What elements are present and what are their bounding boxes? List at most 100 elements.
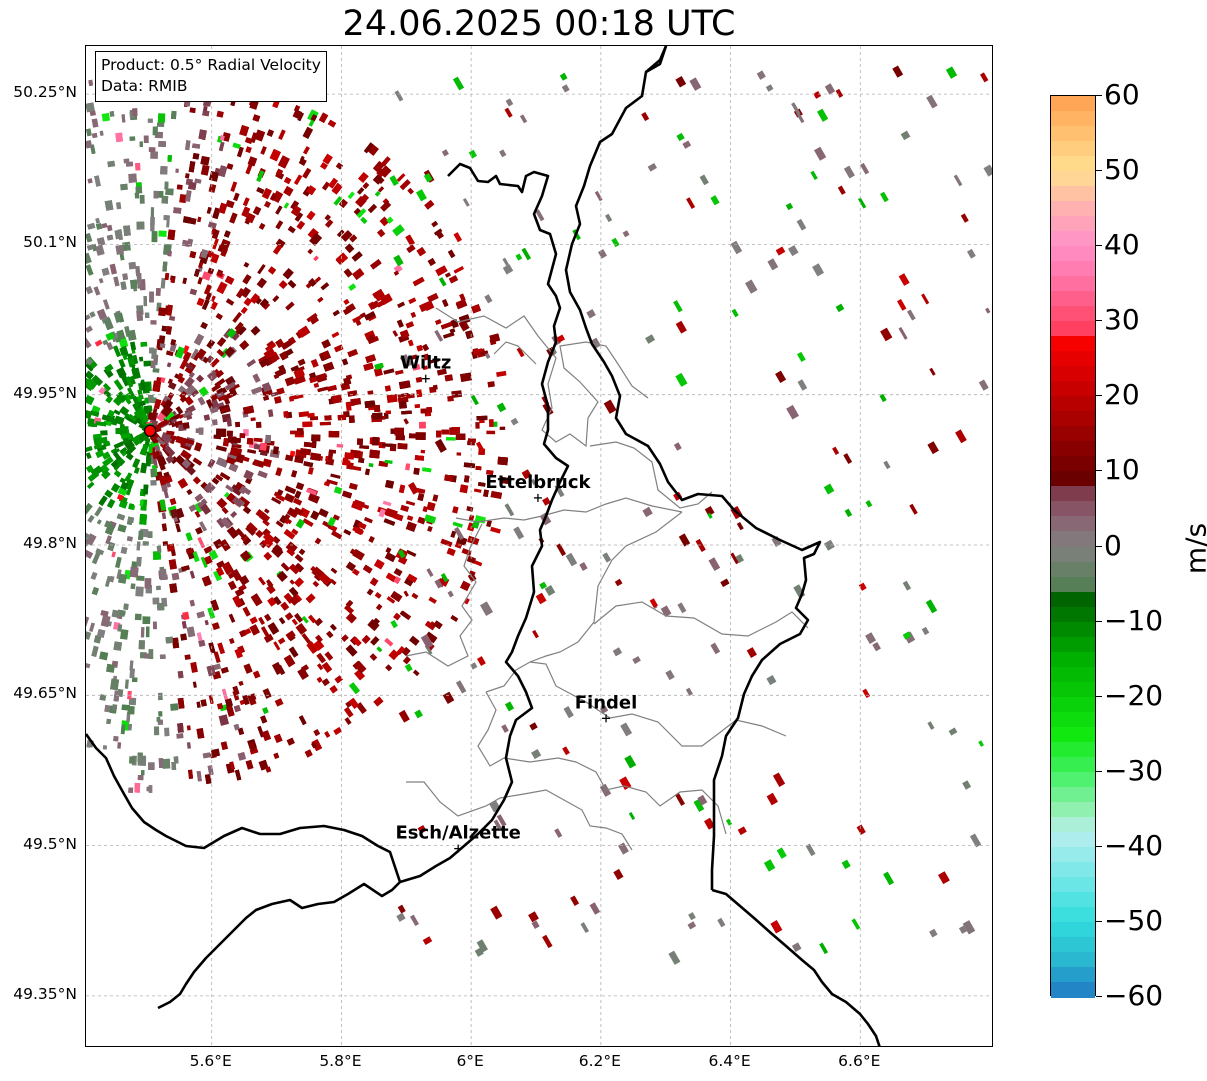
echo-gate bbox=[211, 229, 220, 240]
echo-gate bbox=[86, 394, 95, 406]
echo-gate bbox=[206, 339, 216, 349]
echo-gate bbox=[227, 435, 237, 444]
echo-gate bbox=[242, 274, 252, 285]
colorbar-band bbox=[1051, 126, 1095, 143]
echo-gate bbox=[159, 499, 167, 511]
echo-gate bbox=[395, 369, 404, 375]
echo-gate bbox=[445, 437, 456, 441]
echo-gate bbox=[324, 731, 331, 738]
echo-gate bbox=[245, 759, 254, 770]
echo-gate bbox=[171, 572, 180, 581]
echo-gate bbox=[166, 543, 175, 552]
echo-gate bbox=[211, 419, 218, 426]
echo-gate bbox=[273, 733, 283, 744]
echo-gate bbox=[704, 505, 715, 517]
canton-boundary-esch bbox=[406, 781, 633, 851]
echo-gate bbox=[86, 252, 92, 264]
echo-gate bbox=[283, 176, 292, 185]
echo-gate bbox=[99, 130, 104, 136]
echo-gate bbox=[292, 109, 302, 120]
colorbar-tick-label: 60 bbox=[1104, 78, 1140, 111]
echo-gate bbox=[272, 535, 281, 544]
colorbar-band bbox=[1051, 906, 1095, 923]
echo-gate bbox=[200, 556, 208, 568]
echo-gate bbox=[183, 438, 195, 445]
echo-gate bbox=[376, 646, 383, 653]
echo-gate bbox=[242, 405, 255, 415]
echo-gate bbox=[369, 653, 378, 661]
echo-gate bbox=[171, 549, 176, 557]
echo-gate bbox=[95, 421, 107, 427]
echo-gate bbox=[813, 146, 827, 161]
echo-gate bbox=[226, 430, 233, 437]
echo-gate bbox=[220, 741, 228, 751]
echo-gate bbox=[152, 368, 160, 373]
echo-gate bbox=[328, 430, 340, 438]
echo-gate bbox=[406, 515, 414, 521]
echo-gate bbox=[198, 427, 204, 435]
echo-gate bbox=[203, 545, 213, 554]
echo-gate bbox=[253, 437, 263, 443]
echo-gate bbox=[198, 639, 206, 647]
echo-gate bbox=[216, 348, 225, 357]
echo-gate bbox=[310, 452, 321, 461]
echo-gate bbox=[170, 339, 177, 346]
colorbar-band bbox=[1051, 156, 1095, 173]
echo-gate bbox=[745, 279, 758, 294]
echo-gate bbox=[363, 362, 374, 371]
echo-gate bbox=[143, 135, 149, 144]
echo-gate bbox=[230, 510, 238, 519]
echo-gate bbox=[175, 346, 185, 359]
echo-gate bbox=[375, 603, 383, 611]
echo-gate bbox=[362, 564, 373, 574]
echo-gate bbox=[224, 381, 236, 391]
echo-gate bbox=[95, 217, 100, 224]
echo-gate bbox=[86, 503, 93, 515]
echo-gate bbox=[274, 663, 282, 672]
echo-gate bbox=[490, 905, 503, 920]
echo-gate bbox=[186, 725, 191, 731]
echo-gate bbox=[502, 257, 509, 266]
echo-gate bbox=[412, 276, 425, 287]
radar-map[interactable]: Wiltz Ettelbruck Findel Esch/Alzette bbox=[85, 45, 993, 1047]
echo-gate bbox=[194, 493, 204, 502]
echo-gate bbox=[175, 168, 179, 173]
echo-gate bbox=[165, 326, 172, 335]
echo-gate bbox=[200, 164, 210, 176]
echo-gate bbox=[150, 320, 157, 325]
echo-gate bbox=[357, 522, 367, 530]
echo-gate bbox=[179, 193, 187, 204]
echo-gate bbox=[284, 376, 296, 387]
echo-gate bbox=[516, 347, 525, 358]
echo-gate bbox=[196, 374, 204, 383]
echo-gate bbox=[196, 770, 202, 782]
echo-gate bbox=[113, 470, 122, 478]
echo-gate bbox=[182, 277, 188, 285]
echo-gate bbox=[218, 165, 228, 178]
echo-gate bbox=[416, 344, 423, 352]
latitude-tick-label: 49.5°N bbox=[23, 834, 77, 853]
echo-gate bbox=[397, 904, 406, 914]
echo-gate bbox=[219, 472, 231, 481]
echo-gate bbox=[929, 367, 936, 376]
echo-gate bbox=[165, 455, 175, 464]
echo-gate bbox=[86, 264, 94, 276]
echo-gate bbox=[196, 632, 203, 642]
echo-gate bbox=[424, 631, 438, 644]
echo-gate bbox=[278, 280, 288, 290]
echo-gate bbox=[162, 758, 171, 769]
echo-gate bbox=[221, 507, 229, 515]
echo-gate bbox=[393, 576, 401, 584]
echo-gate bbox=[189, 570, 195, 579]
echo-gate bbox=[746, 647, 757, 659]
echo-gate bbox=[401, 647, 411, 656]
echo-gate bbox=[289, 394, 298, 401]
echo-gate bbox=[263, 390, 273, 397]
echo-gate bbox=[405, 321, 415, 329]
echo-gate bbox=[117, 742, 122, 749]
border-luxembourg-germany bbox=[564, 46, 822, 890]
echo-gate bbox=[86, 452, 92, 459]
echo-gate bbox=[88, 79, 94, 86]
echo-gate bbox=[420, 408, 427, 414]
echo-gate bbox=[156, 545, 162, 553]
